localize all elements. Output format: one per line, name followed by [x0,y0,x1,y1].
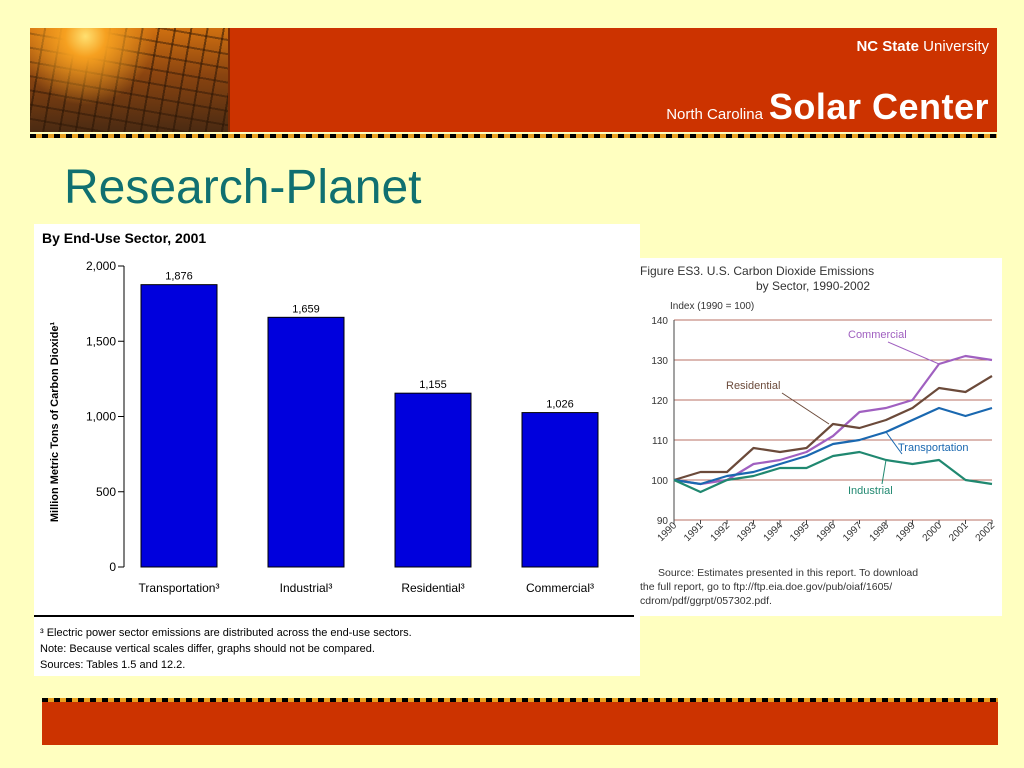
line-chart: Figure ES3. U.S. Carbon Dioxide Emission… [640,264,998,607]
bar-value-label: 1,026 [546,399,574,411]
line-series [673,375,993,482]
solar-panel-photo [30,28,230,132]
line-y-tick-label: 140 [651,316,668,327]
center-big-text: Solar Center [768,86,989,127]
line-series-label: Transportation [898,442,969,454]
line-x-tick-label: 1996 [815,520,839,544]
line-x-tick-label: 1999 [894,520,918,544]
bar-value-label: 1,659 [292,303,320,315]
header-dash-divider [30,134,997,138]
line-x-tick-label: 1991 [682,520,706,544]
bar-y-tick-label: 1,000 [86,410,116,424]
bar-chart-panel: By End-Use Sector, 2001 Million Metric T… [34,224,640,676]
line-source-2: the full report, go to ftp://ftp.eia.doe… [640,581,892,593]
line-y-axis-label: Index (1990 = 100) [670,301,754,312]
bar-value-label: 1,155 [419,379,447,391]
line-chart-panel: Figure ES3. U.S. Carbon Dioxide Emission… [634,258,1002,616]
bar-note-1: ³ Electric power sector emissions are di… [40,627,412,639]
header-banner: NC State University North Carolina Solar … [30,28,997,132]
footer-bar [42,702,998,745]
bar-category-label: Transportation³ [139,581,220,595]
university-name: NC State University [856,38,989,55]
bar [267,316,345,568]
bar-note-3: Sources: Tables 1.5 and 12.2. [40,659,185,671]
solar-center-logo: North Carolina Solar Center [666,86,989,128]
line-source-3: cdrom/pdf/ggrpt/057302.pdf. [640,595,772,607]
bar-y-tick-label: 1,500 [86,334,116,348]
line-series-leader [781,392,830,425]
line-x-tick-label: 1992 [709,520,733,544]
bar-note-2: Note: Because vertical scales differ, gr… [40,643,375,655]
line-chart-subtitle: by Sector, 1990-2002 [756,279,870,293]
line-x-tick-label: 1994 [762,520,786,544]
footer-dash-divider [42,698,998,702]
line-x-tick-label: 2000 [921,520,945,544]
line-x-tick-label: 2002 [974,520,998,544]
bar-category-label: Commercial³ [526,581,594,595]
line-chart-title: Figure ES3. U.S. Carbon Dioxide Emission… [640,264,874,278]
line-series-label: Industrial [848,485,893,497]
bar [394,392,472,568]
line-source-1: Source: Estimates presented in this repo… [658,567,918,579]
bar-y-tick-label: 500 [96,485,116,499]
line-y-tick-label: 120 [651,396,668,407]
center-small-text: North Carolina [666,106,763,123]
line-x-tick-label: 1993 [735,520,759,544]
line-y-tick-label: 100 [651,476,668,487]
line-series-leader [885,431,903,455]
line-series [673,406,993,486]
line-x-tick-label: 1997 [841,520,865,544]
line-y-tick-label: 110 [652,436,668,447]
line-series-leader [887,341,940,365]
line-x-tick-label: 1998 [868,520,892,544]
line-series [673,450,993,494]
bar-value-label: 1,876 [165,271,193,283]
bar [140,284,218,568]
bar-category-label: Residential³ [401,581,464,595]
bar-y-tick-label: 0 [109,560,116,574]
bar-chart: By End-Use Sector, 2001 Million Metric T… [34,230,634,671]
bar-chart-title: By End-Use Sector, 2001 [42,230,206,246]
line-series-leader [881,459,887,485]
line-y-tick-label: 130 [651,356,668,367]
slide-title: Research-Planet [64,161,422,214]
line-y-tick-label: 90 [657,516,669,527]
line-x-tick-label: 2001 [947,520,971,544]
bar-category-label: Industrial³ [280,581,333,595]
bar [521,412,599,568]
line-x-tick-label: 1995 [788,520,812,544]
bar-y-axis-label: Million Metric Tons of Carbon Dioxide¹ [49,322,61,523]
line-series-label: Commercial [848,329,907,341]
bar-y-tick-label: 2,000 [86,259,116,273]
line-series-label: Residential [726,380,780,392]
